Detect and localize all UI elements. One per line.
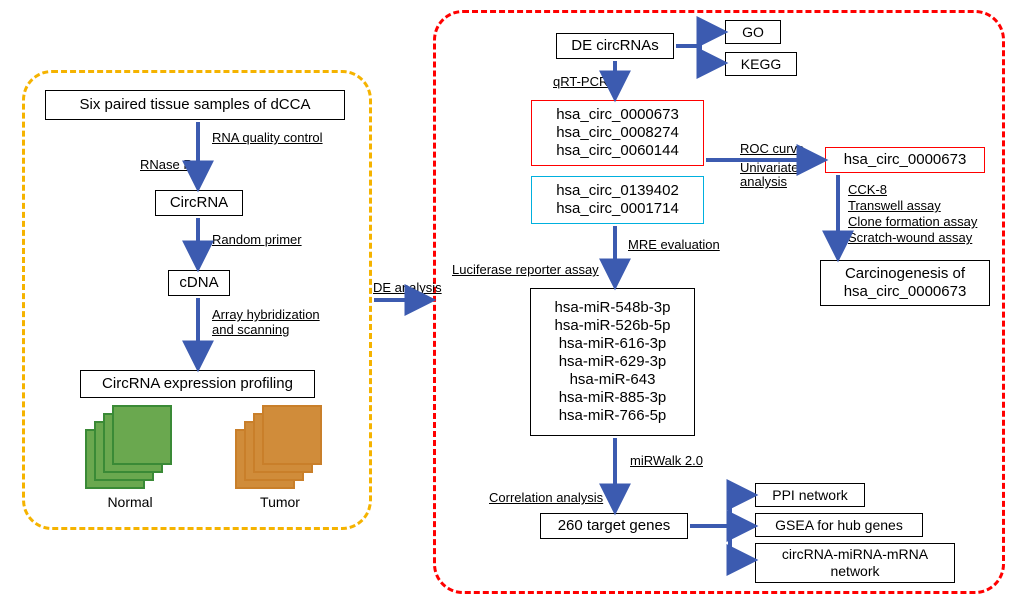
cdna-text: cDNA — [179, 274, 218, 292]
carc-1: hsa_circ_0000673 — [844, 283, 967, 301]
normal-caption: Normal — [90, 494, 170, 510]
m0: hsa-miR-548b-3p — [555, 299, 671, 317]
carcinogenesis-box: Carcinogenesis of hsa_circ_0000673 — [820, 260, 990, 306]
rl-1: hsa_circ_0008274 — [556, 124, 679, 142]
rl-2: hsa_circ_0060144 — [556, 142, 679, 160]
go-box: GO — [725, 20, 781, 44]
mirna-list-box: hsa-miR-548b-3p hsa-miR-526b-5p hsa-miR-… — [530, 288, 695, 436]
cl-1: hsa_circ_0001714 — [556, 200, 679, 218]
cdna-box: cDNA — [168, 270, 230, 296]
hsa-selected-box: hsa_circ_0000673 — [825, 147, 985, 173]
m1: hsa-miR-526b-5p — [555, 317, 671, 335]
carc-0: Carcinogenesis of — [845, 265, 965, 283]
assay-3: Scratch-wound assay — [848, 230, 972, 245]
qrt-label: qRT-PCR — [553, 74, 608, 89]
canvas: Six paired tissue samples of dCCA CircRN… — [0, 0, 1020, 606]
array-square — [262, 405, 322, 465]
normal-arrays — [85, 405, 165, 485]
m4: hsa-miR-643 — [570, 371, 656, 389]
profiling-box: CircRNA expression profiling — [80, 370, 315, 398]
roc-label: ROC curve — [740, 141, 804, 156]
tumor-caption: Tumor — [240, 494, 320, 510]
m2: hsa-miR-616-3p — [559, 335, 667, 353]
ppi-box: PPI network — [755, 483, 865, 507]
random-label: Random primer — [212, 232, 302, 247]
m3: hsa-miR-629-3p — [559, 353, 667, 371]
mirwalk-label: miRWalk 2.0 — [630, 453, 703, 468]
univariate-label: Univariate analysis — [740, 161, 799, 190]
rl-0: hsa_circ_0000673 — [556, 106, 679, 124]
network-text: circRNA-miRNA-mRNA network — [782, 546, 928, 580]
luciferase-label: Luciferase reporter assay — [452, 262, 599, 277]
red-list-box: hsa_circ_0000673 hsa_circ_0008274 hsa_ci… — [531, 100, 704, 166]
network-box: circRNA-miRNA-mRNA network — [755, 543, 955, 583]
gsea-box: GSEA for hub genes — [755, 513, 923, 537]
de-circrnas-box: DE circRNAs — [556, 33, 674, 59]
target-genes-text: 260 target genes — [558, 517, 671, 535]
kegg-box: KEGG — [725, 52, 797, 76]
array-square — [112, 405, 172, 465]
mre-label: MRE evaluation — [628, 237, 720, 252]
de-circrnas-text: DE circRNAs — [571, 37, 659, 55]
cyan-list-box: hsa_circ_0139402 hsa_circ_0001714 — [531, 176, 704, 224]
assay-0: CCK-8 — [848, 182, 887, 197]
samples-text: Six paired tissue samples of dCCA — [80, 96, 311, 114]
tumor-arrays — [235, 405, 315, 485]
rnase-label: RNase R — [140, 157, 193, 172]
de-analysis-label: DE analysis — [373, 280, 442, 295]
circrna-text: CircRNA — [170, 194, 228, 212]
profiling-text: CircRNA expression profiling — [102, 375, 293, 393]
go-text: GO — [742, 24, 764, 41]
ppi-text: PPI network — [772, 487, 847, 504]
hyb-label: Array hybridization and scanning — [212, 308, 320, 338]
circrna-box: CircRNA — [155, 190, 243, 216]
assay-2: Clone formation assay — [848, 214, 977, 229]
assay-1: Transwell assay — [848, 198, 941, 213]
gsea-text: GSEA for hub genes — [775, 517, 903, 534]
kegg-text: KEGG — [741, 56, 781, 73]
hsa-selected-text: hsa_circ_0000673 — [844, 151, 967, 169]
samples-box: Six paired tissue samples of dCCA — [45, 90, 345, 120]
m5: hsa-miR-885-3p — [559, 389, 667, 407]
rna-quality-label: RNA quality control — [212, 130, 323, 145]
correlation-label: Correlation analysis — [489, 490, 603, 505]
cl-0: hsa_circ_0139402 — [556, 182, 679, 200]
target-genes-box: 260 target genes — [540, 513, 688, 539]
m6: hsa-miR-766-5p — [559, 407, 667, 425]
